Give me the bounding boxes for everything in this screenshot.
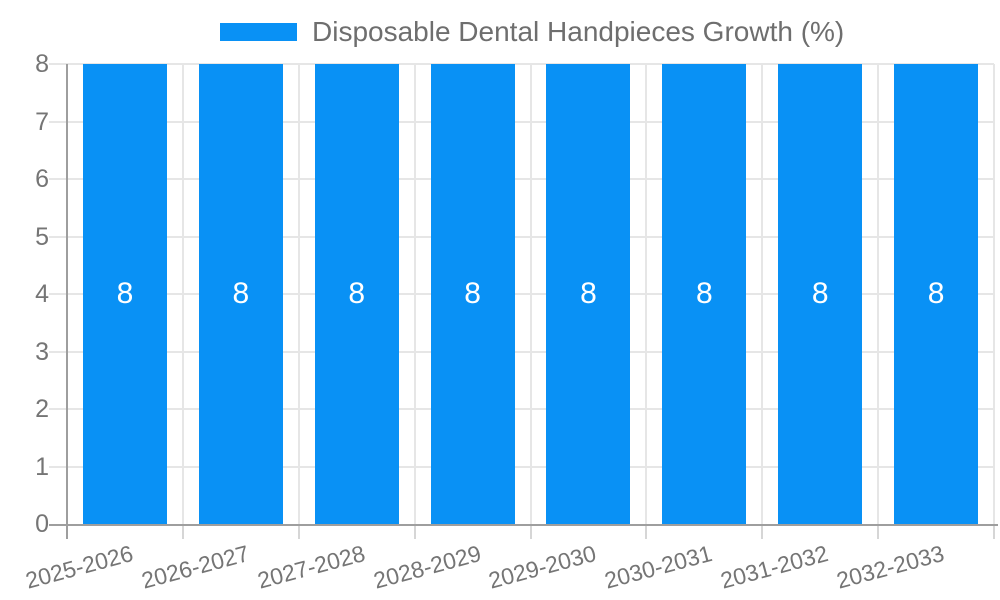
bar[interactable] [778,64,863,524]
y-axis-tick-label: 6 [35,165,49,193]
gridline-horizontal [49,293,994,295]
gridline-vertical [413,64,416,524]
bar-value-label: 8 [927,277,945,310]
y-axis-tick-label: 4 [35,280,49,308]
bar[interactable] [82,64,167,524]
y-axis-line [66,64,68,539]
x-axis-tick [761,524,764,539]
legend-swatch [220,23,297,41]
gridline-vertical [993,64,995,524]
bar-value-label: 8 [695,277,713,310]
bar-value-label: 8 [464,277,481,310]
gridline-horizontal [49,235,994,238]
bar[interactable] [430,64,515,524]
legend-label: Disposable Dental Handpieces Growth (%) [312,16,845,47]
gridline-horizontal [49,63,994,65]
bar[interactable] [894,64,979,524]
bar[interactable] [198,64,283,524]
x-axis-line [49,524,998,526]
y-axis-tick-label: 2 [35,395,49,423]
bar-value-label: 8 [116,277,134,310]
gridline-horizontal [49,465,994,468]
gridline-horizontal [49,408,994,410]
y-axis-tick-label: 8 [35,50,49,78]
gridline-vertical [645,64,648,524]
bar-value-label: 8 [348,277,366,310]
legend[interactable]: Disposable Dental Handpieces Growth (%) [220,14,844,50]
bar-value-label: 8 [811,277,829,310]
x-axis-tick [413,524,416,539]
gridline-horizontal [49,120,994,123]
bar[interactable] [314,64,399,524]
gridline-vertical [181,64,184,524]
y-axis-tick-label: 1 [35,452,49,481]
gridline-vertical [761,64,764,524]
x-axis-tick [877,524,880,539]
x-axis-tick [297,524,300,539]
y-axis-tick-label: 7 [35,107,49,136]
x-axis-tick [645,524,648,539]
bar[interactable] [662,64,747,524]
gridline-horizontal [49,350,994,353]
bar-value-label: 8 [232,277,250,310]
x-axis-tick [529,524,532,539]
bar-value-label: 8 [580,277,597,310]
gridline-vertical [297,64,300,524]
gridline-horizontal [49,178,994,180]
bar[interactable] [546,64,631,524]
y-axis-tick-label: 5 [35,222,49,251]
x-axis-tick [181,524,184,539]
gridline-vertical [529,64,532,524]
y-axis-tick-label: 0 [35,510,49,538]
gridline-vertical [877,64,880,524]
y-axis-tick-label: 3 [35,337,49,366]
x-axis-tick [993,524,995,539]
